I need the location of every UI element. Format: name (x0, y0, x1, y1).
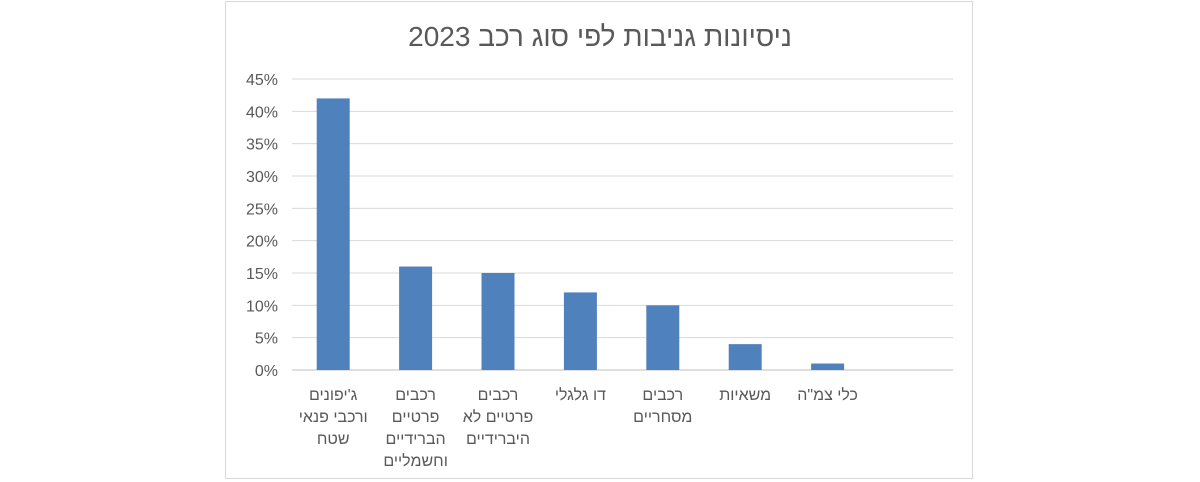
x-tick-label-line: פרטיים (392, 409, 440, 426)
x-tick-label-line: ורכבי פנאי (299, 409, 368, 426)
x-tick-label-line: מסחריים (633, 409, 692, 426)
x-tick-label-line: ג'יפונים (309, 387, 358, 404)
x-tick-label: משאיות (719, 387, 771, 404)
x-tick-label-line: היברידיים (466, 431, 530, 448)
x-tick-label: ג'יפונים ורכבי פנאי שטח (299, 387, 368, 448)
x-tick-label: רכבים פרטיים לא היברידיים (463, 387, 534, 448)
x-tick-label-line: דו גלגלי (555, 386, 606, 404)
bar (481, 273, 515, 370)
x-tick-label-line: רכבים (478, 387, 519, 404)
x-tick-label-line: שטח (317, 431, 350, 448)
bars (316, 98, 845, 371)
bar (811, 363, 845, 370)
bar (728, 344, 762, 370)
y-axis-ticks: 0% 5% 10% 15% 20% 25% 30% 35% 40% 45% (246, 72, 278, 380)
y-tick-label: 0% (255, 363, 278, 380)
y-tick-label: 35% (246, 137, 278, 154)
bar (399, 266, 433, 370)
y-tick-label: 40% (246, 104, 278, 121)
bar (563, 292, 597, 370)
x-tick-label-line: רכבים (642, 387, 683, 404)
x-tick-label-line: פרטיים לא (463, 408, 534, 426)
y-tick-label: 25% (246, 201, 278, 218)
x-axis-labels: ג'יפונים ורכבי פנאי שטח רכבים פרטיים הברידיים… (299, 386, 858, 470)
bar (646, 305, 680, 370)
bar-chart: ניסיונות גניבות לפי סוג רכב 2023 0% 5% 10%… (246, 21, 953, 470)
x-tick-label-line: רכבים (395, 387, 436, 404)
y-tick-label: 30% (246, 169, 278, 186)
y-tick-label: 20% (246, 234, 278, 251)
x-tick-label-line: הברידיים (386, 431, 446, 448)
x-tick-label-line: כלי צמ"ה (797, 386, 858, 404)
y-tick-label: 10% (246, 298, 278, 315)
bar (316, 98, 350, 371)
x-tick-label-line: וחשמליים (383, 452, 448, 470)
x-tick-label: רכבים פרטיים הברידיים וחשמליים (383, 387, 448, 470)
gridlines (292, 78, 953, 371)
x-tick-label-line: משאיות (719, 387, 771, 404)
chart-title: ניסיונות גניבות לפי סוג רכב 2023 (408, 21, 792, 52)
chart-container: ניסיונות גניבות לפי סוג רכב 2023 0% 5% 10%… (225, 1, 973, 479)
y-tick-label: 45% (246, 72, 278, 89)
x-tick-label: רכבים מסחריים (633, 387, 692, 426)
y-tick-label: 5% (255, 331, 278, 348)
x-tick-label: כלי צמ"ה (797, 386, 858, 404)
x-tick-label: דו גלגלי (555, 386, 606, 404)
y-tick-label: 15% (246, 266, 278, 283)
